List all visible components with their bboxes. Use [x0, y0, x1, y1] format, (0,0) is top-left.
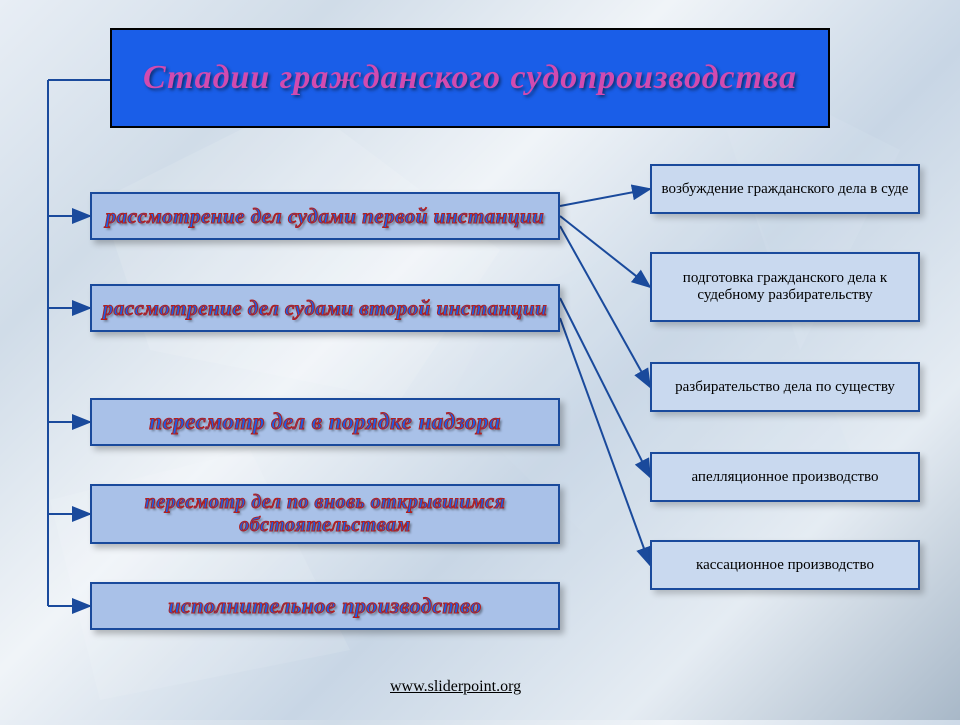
sub-text-3: апелляционное производство: [691, 469, 878, 486]
sub-box-1: подготовка гражданского дела к судебному…: [650, 252, 920, 322]
stage-text-3: пересмотр дел по вновь открывшимся обсто…: [92, 491, 558, 537]
sub-text-0: возбуждение гражданского дела в суде: [662, 181, 909, 198]
stage-text-2: пересмотр дел в порядке надзора: [149, 409, 501, 435]
stage-text-4: исполнительное производство: [168, 593, 481, 619]
title-text: Стадии гражданского судопроизводства: [143, 59, 797, 97]
sub-box-2: разбирательство дела по существу: [650, 362, 920, 412]
stage-text-1: рассмотрение дел судами второй инстанции: [103, 296, 548, 321]
sub-text-2: разбирательство дела по существу: [675, 379, 895, 396]
footer-url: www.sliderpoint.org: [390, 678, 521, 696]
sub-text-1: подготовка гражданского дела к судебному…: [656, 270, 914, 304]
stage-box-0: рассмотрение дел судами первой инстанции: [90, 192, 560, 240]
sub-box-3: апелляционное производство: [650, 452, 920, 502]
title-box: Стадии гражданского судопроизводства: [110, 28, 830, 128]
sub-box-0: возбуждение гражданского дела в суде: [650, 164, 920, 214]
stage-box-2: пересмотр дел в порядке надзора: [90, 398, 560, 446]
sub-box-4: кассационное производство: [650, 540, 920, 590]
stage-box-1: рассмотрение дел судами второй инстанции: [90, 284, 560, 332]
sub-text-4: кассационное производство: [696, 557, 874, 574]
stage-box-3: пересмотр дел по вновь открывшимся обсто…: [90, 484, 560, 544]
stage-text-0: рассмотрение дел судами первой инстанции: [106, 204, 545, 229]
stage-box-4: исполнительное производство: [90, 582, 560, 630]
